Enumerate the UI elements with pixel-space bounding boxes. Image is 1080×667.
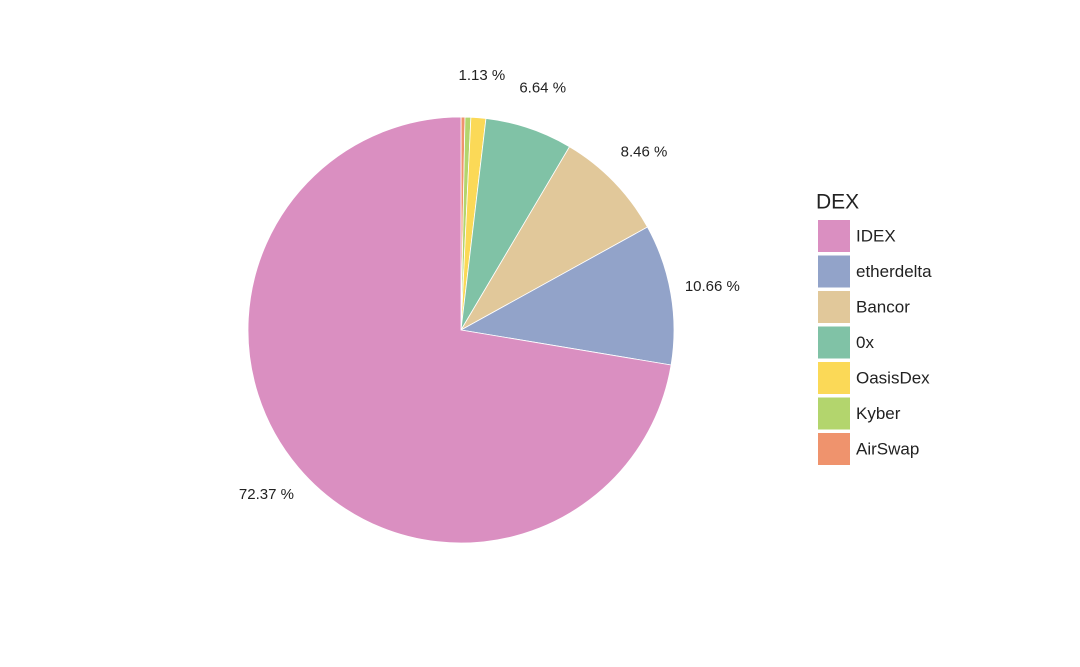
- legend-key: [818, 326, 850, 359]
- value-label: 72.37 %: [239, 486, 294, 503]
- legend-label: IDEX: [856, 226, 896, 245]
- legend-label: Kyber: [856, 404, 901, 423]
- legend-key: [818, 433, 850, 465]
- legend-key: [818, 362, 850, 394]
- value-label: 8.46 %: [621, 143, 668, 160]
- pie-slice: [459, 146, 649, 332]
- value-label: 10.66 %: [685, 278, 740, 295]
- legend-label: AirSwap: [856, 439, 919, 458]
- pie-slice: [459, 226, 675, 366]
- legend-label: OasisDex: [856, 368, 930, 387]
- value-label: 6.64 %: [519, 79, 566, 96]
- legend-title: DEX: [816, 191, 859, 214]
- pie-slice: [247, 116, 672, 544]
- legend-label: 0x: [856, 333, 874, 352]
- legend-key: [818, 220, 850, 252]
- legend-label: Bancor: [856, 297, 910, 316]
- legend-label: etherdelta: [856, 262, 932, 281]
- legend-key: [818, 291, 850, 323]
- legend-key: [818, 255, 850, 288]
- legend-key: [818, 397, 850, 430]
- value-label: 1.13 %: [459, 67, 506, 84]
